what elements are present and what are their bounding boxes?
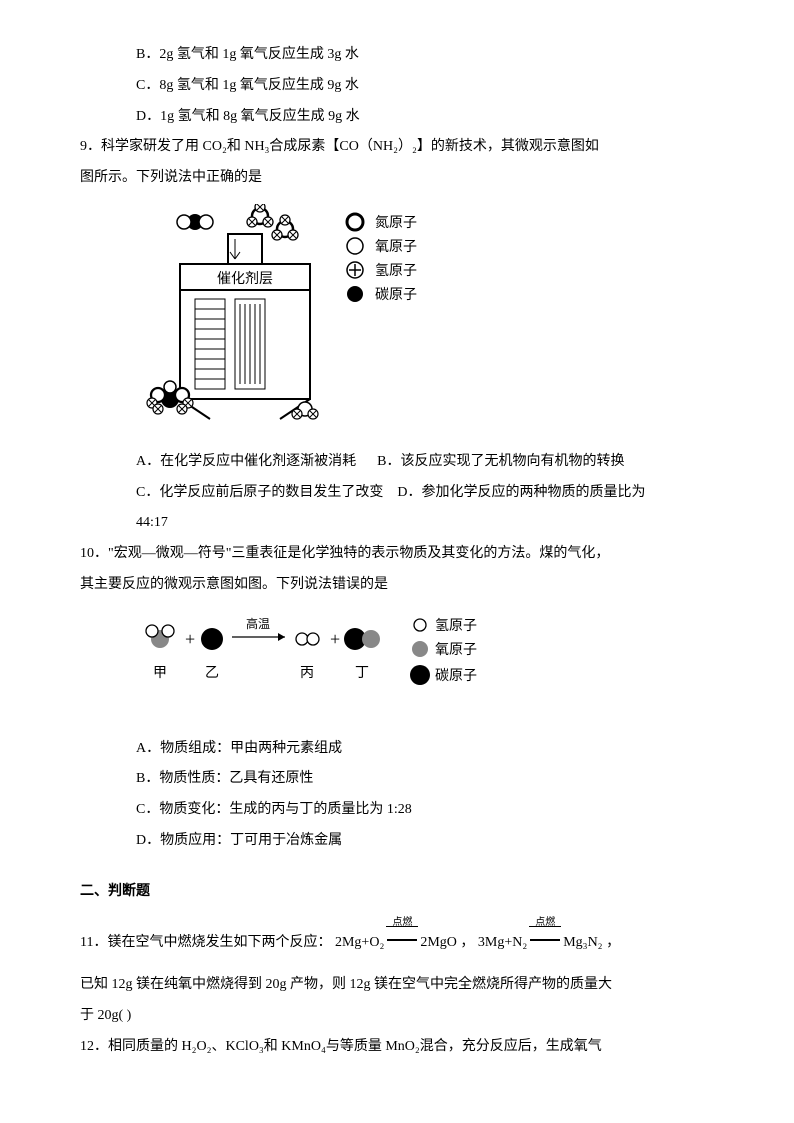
q10-stem-line1: 10．"宏观—微观—符号"三重表征是化学独特的表示物质及其变化的方法。煤的气化， (80, 539, 714, 570)
q10-option-c: C．物质变化：生成的丙与丁的质量比为 1:28 (80, 795, 714, 826)
q11-eq2-arrow (529, 918, 561, 959)
svg-text:+: + (185, 629, 195, 649)
q11-eq2-right: Mg₃N₂ (563, 935, 602, 950)
svg-text:氢原子: 氢原子 (375, 263, 417, 279)
q11-sep1: ， (460, 935, 474, 950)
q10-option-d: D．物质应用：丁可用于冶炼金属 (80, 826, 714, 857)
svg-text:+: + (330, 629, 340, 649)
q9-option-b: B．该反应实现了无机物向有机物的转换 (377, 454, 624, 469)
q9-options-row2: C．化学反应前后原子的数目发生了改变 D．参加化学反应的两种物质的质量比为 (80, 478, 714, 509)
q9-option-d-value: 44:17 (80, 508, 714, 539)
q9-diagram: 催化剂层 (140, 204, 714, 437)
q11-eq2-left: 3Mg+N₂ (478, 935, 527, 950)
q10-stem-line2: 其主要反应的微观示意图如图。下列说法错误的是 (80, 570, 714, 601)
q10-option-b: B．物质性质：乙具有还原性 (80, 764, 714, 795)
q12-stem: 12．相同质量的 H₂O₂、KClO₃和 KMnO₄与等质量 MnO₂混合，充分… (80, 1032, 714, 1063)
q11-stem-line1: 11．镁在空气中燃烧发生如下两个反应： 2Mg+O₂ 2MgO ， 3Mg+N₂ M… (80, 918, 714, 959)
catalyst-label: 催化剂层 (217, 271, 273, 287)
q11-eq1-left: 2Mg+O₂ (335, 935, 384, 950)
svg-text:氮原子: 氮原子 (375, 215, 417, 231)
q8-option-b: B．2g 氢气和 1g 氧气反应生成 3g 水 (80, 40, 714, 71)
q11-eq1-right: 2MgO (420, 935, 457, 950)
q11-pre: 11．镁在空气中燃烧发生如下两个反应： (80, 935, 331, 950)
q9-stem-line1: 9．科学家研发了用 CO₂和 NH₃合成尿素【CO（NH₂）₂】的新技术，其微观… (80, 132, 714, 163)
q11-stem-line3: 于 20g( ) (80, 1001, 714, 1032)
q11-eq1-arrow (386, 918, 418, 959)
svg-text:甲: 甲 (153, 666, 167, 681)
svg-text:丙: 丙 (300, 666, 314, 681)
q8-option-c: C．8g 氢气和 1g 氧气反应生成 9g 水 (80, 71, 714, 102)
q10-option-a: A．物质组成：甲由两种元素组成 (80, 734, 714, 765)
q10-diagram: + 高温 + 甲 乙 丙 丁 氢原子 氧原子 碳原子 (140, 611, 714, 724)
svg-text:氧原子: 氧原子 (435, 642, 477, 658)
q9-option-a: A．在化学反应中催化剂逐渐被消耗 (136, 454, 356, 469)
svg-text:碳原子: 碳原子 (435, 668, 477, 684)
svg-text:氢原子: 氢原子 (435, 618, 477, 634)
q8-option-d: D．1g 氢气和 8g 氧气反应生成 9g 水 (80, 102, 714, 133)
svg-text:碳原子: 碳原子 (375, 287, 417, 303)
q9-legend: 氮原子 氧原子 氢原子 碳原子 (347, 214, 417, 303)
q9-options-row1: A．在化学反应中催化剂逐渐被消耗 B．该反应实现了无机物向有机物的转换 (80, 447, 714, 478)
q11-stem-line2: 已知 12g 镁在纯氧中燃烧得到 20g 产物，则 12g 镁在空气中完全燃烧所… (80, 970, 714, 1001)
q9-stem-line2: 图所示。下列说法中正确的是 (80, 163, 714, 194)
q9-option-c: C．化学反应前后原子的数目发生了改变 (136, 485, 383, 500)
svg-text:氧原子: 氧原子 (375, 239, 417, 255)
svg-text:乙: 乙 (205, 665, 219, 681)
svg-text:丁: 丁 (355, 666, 369, 681)
q11-end: ， (606, 935, 620, 950)
section-2-title: 二、判断题 (80, 877, 714, 908)
svg-text:高温: 高温 (246, 616, 270, 631)
q9-option-d: D．参加化学反应的两种物质的质量比为 (397, 485, 645, 500)
